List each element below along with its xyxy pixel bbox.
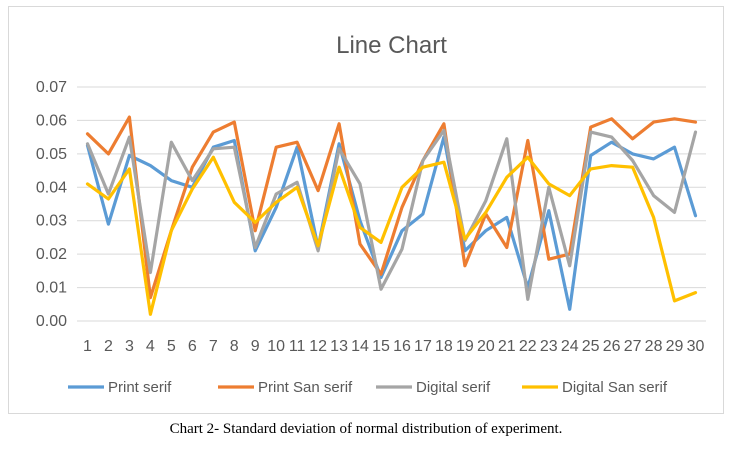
chart-area: Line Chart 0.00 0.01 0.02 0.03 0.04 0.05 0.06 0… xyxy=(8,6,724,414)
x-tick-label: 28 xyxy=(645,338,663,355)
x-tick-label: 5 xyxy=(167,338,176,355)
y-tick-label: 0.00 xyxy=(36,313,67,330)
x-tick-label: 15 xyxy=(372,338,390,355)
x-tick-label: 21 xyxy=(498,338,516,355)
x-tick-label: 8 xyxy=(230,338,239,355)
x-tick-label: 3 xyxy=(125,338,134,355)
x-tick-label: 11 xyxy=(289,338,306,355)
x-axis-ticks: 1 2 3 4 5 6 7 8 9 10 11 12 13 14 15 16 17 18 19 20 21 22 23 24 2… xyxy=(83,338,704,355)
series-lines xyxy=(85,115,698,316)
x-tick-label: 25 xyxy=(582,338,600,355)
x-tick-label: 30 xyxy=(687,338,705,355)
legend-label-print-serif: Print serif xyxy=(108,379,172,396)
x-tick-label: 23 xyxy=(540,338,558,355)
x-tick-label: 20 xyxy=(477,338,495,355)
x-tick-label: 9 xyxy=(251,338,260,355)
x-tick-label: 4 xyxy=(146,338,155,355)
legend-label-digital-san-serif: Digital San serif xyxy=(562,379,668,396)
series-line-digital-serif xyxy=(85,128,698,301)
y-tick-label: 0.02 xyxy=(36,246,67,263)
y-tick-label: 0.05 xyxy=(36,146,67,163)
x-tick-label: 1 xyxy=(83,338,92,355)
x-tick-label: 19 xyxy=(456,338,474,355)
legend: Print serif Print San serif Digital serif D… xyxy=(68,379,668,396)
x-tick-label: 24 xyxy=(561,338,579,355)
y-tick-label: 0.03 xyxy=(36,213,67,230)
x-tick-label: 10 xyxy=(267,338,285,355)
x-tick-label: 27 xyxy=(624,338,642,355)
x-tick-label: 6 xyxy=(188,338,197,355)
x-tick-label: 7 xyxy=(209,338,218,355)
x-tick-label: 16 xyxy=(393,338,411,355)
x-tick-label: 2 xyxy=(104,338,113,355)
x-tick-label: 29 xyxy=(666,338,684,355)
legend-label-print-san-serif: Print San serif xyxy=(258,379,353,396)
legend-label-digital-serif: Digital serif xyxy=(416,379,491,396)
x-tick-label: 14 xyxy=(351,338,369,355)
y-tick-label: 0.06 xyxy=(36,112,67,129)
x-tick-label: 18 xyxy=(435,338,453,355)
x-tick-label: 22 xyxy=(519,338,537,355)
series-line-print-san-serif xyxy=(85,115,698,300)
line-chart: Line Chart 0.000.010.020.030.040.050.060… xyxy=(36,32,706,396)
y-axis-ticks: 0.00 0.01 0.02 0.03 0.04 0.05 0.06 0.07 xyxy=(36,79,67,330)
series-line-print-serif xyxy=(85,135,698,311)
chart-title: Line Chart xyxy=(336,32,447,59)
x-tick-label: 12 xyxy=(309,338,327,355)
figure-caption: Chart 2- Standard deviation of normal di… xyxy=(169,421,563,437)
y-tick-label: 0.01 xyxy=(36,280,67,297)
y-tick-label: 0.04 xyxy=(36,179,67,196)
series-line-digital-san-serif xyxy=(85,155,698,316)
x-tick-label: 26 xyxy=(603,338,621,355)
x-tick-label: 13 xyxy=(330,338,348,355)
gridlines xyxy=(77,86,706,322)
y-tick-label: 0.07 xyxy=(36,79,67,96)
x-tick-label: 17 xyxy=(414,338,432,355)
